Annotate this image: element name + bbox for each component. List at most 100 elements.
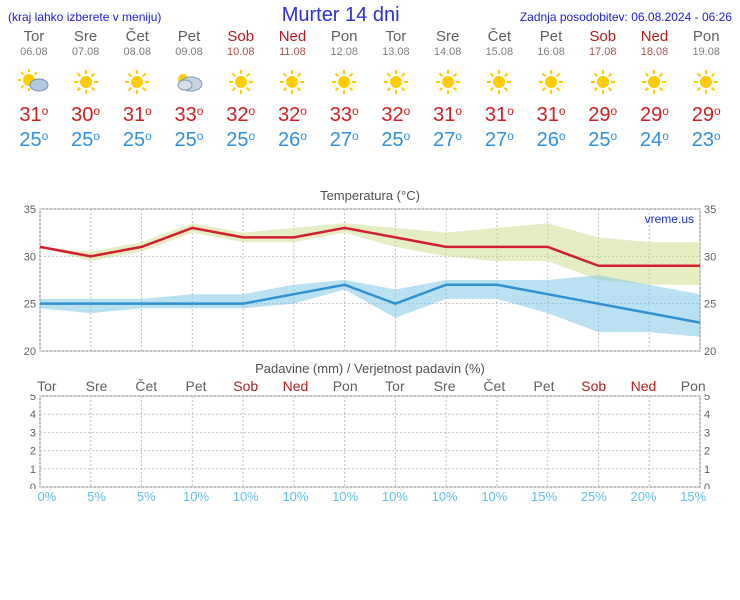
- day-name: Sob: [215, 29, 267, 46]
- temp-high: 31o: [422, 104, 474, 127]
- day-date: 11.08: [267, 46, 319, 58]
- temp-low: 25o: [163, 129, 215, 152]
- precip-probability: 5%: [121, 489, 171, 504]
- temp-low: 27o: [473, 129, 525, 152]
- day-column: Tor13.08 32o25o: [370, 29, 422, 152]
- day-column: Sob17.08 29o25o: [577, 29, 629, 152]
- weather-icon: [8, 64, 60, 100]
- temp-low: 23o: [680, 129, 732, 152]
- svg-text:3: 3: [30, 427, 36, 439]
- day-column: Pet09.0833o25o: [163, 29, 215, 152]
- day-name: Tor: [8, 29, 60, 46]
- precip-probability: 15%: [668, 489, 718, 504]
- svg-text:5: 5: [704, 394, 710, 403]
- day-date: 08.08: [111, 46, 163, 58]
- day-column: Tor06.0831o25o: [8, 29, 60, 152]
- day-name: Sob: [577, 29, 629, 46]
- day-name: Tor: [370, 29, 422, 46]
- precip-day-label: Pon: [320, 378, 370, 394]
- precip-probability: 25%: [569, 489, 619, 504]
- precip-probability: 10%: [469, 489, 519, 504]
- weather-icon: [318, 64, 370, 100]
- weather-icon: [111, 64, 163, 100]
- precip-probability: 0%: [22, 489, 72, 504]
- day-date: 19.08: [680, 46, 732, 58]
- day-date: 16.08: [525, 46, 577, 58]
- svg-text:5: 5: [30, 394, 36, 403]
- location-select-hint[interactable]: (kraj lahko izberete v meniju): [8, 10, 161, 24]
- temp-high: 31o: [111, 104, 163, 127]
- temp-high: 32o: [370, 104, 422, 127]
- svg-text:3: 3: [704, 427, 710, 439]
- day-column: Sre07.0830o25o: [60, 29, 112, 152]
- day-date: 17.08: [577, 46, 629, 58]
- day-name: Ned: [267, 29, 319, 46]
- weather-icon: [422, 64, 474, 100]
- precip-probability: 20%: [619, 489, 669, 504]
- temp-low: 26o: [267, 129, 319, 152]
- precip-day-label: Čet: [469, 378, 519, 394]
- svg-text:0: 0: [704, 482, 710, 489]
- temp-high: 33o: [318, 104, 370, 127]
- weather-icon: [60, 64, 112, 100]
- temp-low: 25o: [577, 129, 629, 152]
- precip-day-label: Pet: [519, 378, 569, 394]
- svg-text:35: 35: [24, 205, 36, 216]
- svg-text:1: 1: [30, 463, 36, 475]
- day-column: Pet16.0831o26o: [525, 29, 577, 152]
- precipitation-probability-row: 0%5%5%10%10%10%10%10%10%10%15%25%20%15%: [0, 489, 740, 504]
- temp-high: 32o: [215, 104, 267, 127]
- day-name: Sre: [422, 29, 474, 46]
- day-column: Ned11.08 32o26o: [267, 29, 319, 152]
- day-column: Čet08.08 31o25o: [111, 29, 163, 152]
- weather-icon: [473, 64, 525, 100]
- weather-icon: [370, 64, 422, 100]
- day-column: Ned18.0829o24o: [629, 29, 681, 152]
- temp-high: 31o: [473, 104, 525, 127]
- precipitation-section: Padavine (mm) / Verjetnost padavin (%) T…: [0, 361, 740, 504]
- day-column: Pon19.0829o23o: [680, 29, 732, 152]
- temp-low: 25o: [370, 129, 422, 152]
- svg-text:0: 0: [30, 482, 36, 489]
- precip-probability: 5%: [72, 489, 122, 504]
- svg-text:2: 2: [704, 445, 710, 457]
- temperature-chart: 2020252530303535vreme.us: [22, 205, 718, 355]
- weather-icon: [577, 64, 629, 100]
- precip-day-label: Sob: [221, 378, 271, 394]
- day-date: 14.08: [422, 46, 474, 58]
- precip-probability: 10%: [271, 489, 321, 504]
- day-column: Pon12.0833o27o: [318, 29, 370, 152]
- weather-icon: [680, 64, 732, 100]
- precipitation-chart-title: Padavine (mm) / Verjetnost padavin (%): [0, 361, 740, 376]
- precipitation-day-labels: TorSreČetPetSobNedPonTorSreČetPetSobNedP…: [0, 378, 740, 394]
- precip-probability: 10%: [420, 489, 470, 504]
- temp-high: 29o: [680, 104, 732, 127]
- svg-text:2: 2: [30, 445, 36, 457]
- day-name: Čet: [111, 29, 163, 46]
- svg-text:20: 20: [24, 346, 36, 355]
- temp-high: 29o: [577, 104, 629, 127]
- precip-day-label: Čet: [121, 378, 171, 394]
- weather-icon: [215, 64, 267, 100]
- day-date: 09.08: [163, 46, 215, 58]
- precip-probability: 15%: [519, 489, 569, 504]
- day-date: 18.08: [629, 46, 681, 58]
- precip-probability: 10%: [320, 489, 370, 504]
- day-name: Pet: [525, 29, 577, 46]
- day-date: 12.08: [318, 46, 370, 58]
- svg-text:35: 35: [704, 205, 716, 216]
- temp-low: 25o: [8, 129, 60, 152]
- svg-text:30: 30: [704, 251, 716, 263]
- last-update: Zadnja posodobitev: 06.08.2024 - 06:26: [520, 10, 732, 24]
- day-column: Čet15.0831o27o: [473, 29, 525, 152]
- precip-probability: 10%: [370, 489, 420, 504]
- temperature-chart-title: Temperatura (°C): [0, 188, 740, 203]
- svg-text:4: 4: [30, 409, 36, 421]
- svg-text:20: 20: [704, 346, 716, 355]
- daily-forecast-row: Tor06.0831o25oSre07.0830o25oČet08.0831o2…: [0, 29, 740, 158]
- precipitation-chart: 001122334455: [22, 394, 718, 489]
- temp-high: 32o: [267, 104, 319, 127]
- day-date: 13.08: [370, 46, 422, 58]
- day-date: 07.08: [60, 46, 112, 58]
- temp-low: 25o: [111, 129, 163, 152]
